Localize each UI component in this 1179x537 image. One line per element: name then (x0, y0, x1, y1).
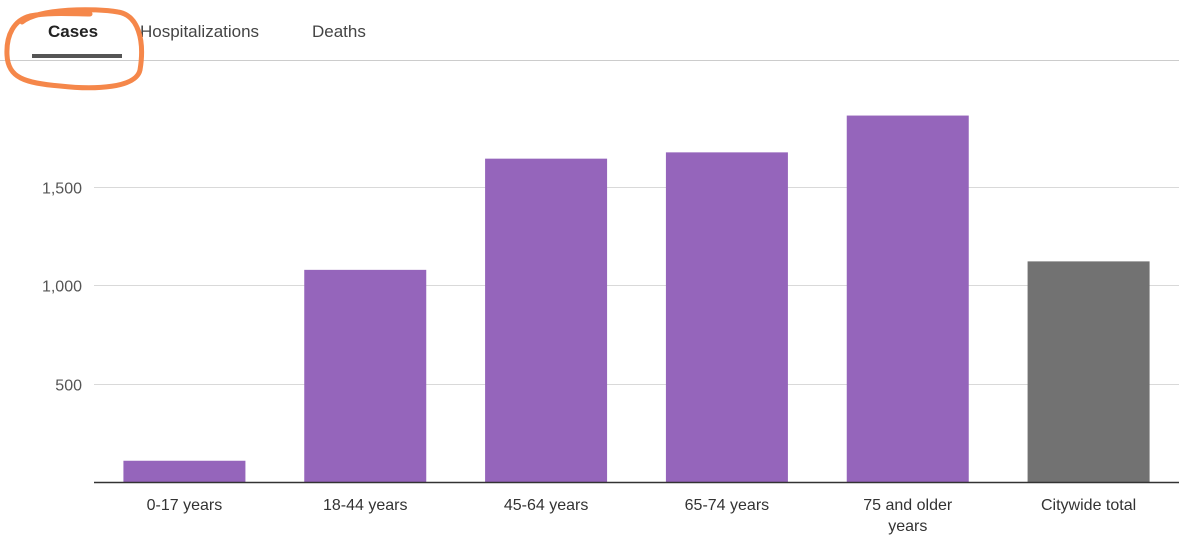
bar (665, 152, 788, 483)
bar (1027, 261, 1150, 482)
x-tick-label: 18-44 years (323, 497, 408, 514)
bar (485, 158, 608, 482)
x-tick-label: 45-64 years (504, 497, 589, 514)
tab-deaths[interactable]: Deaths (312, 22, 366, 41)
y-tick-label: 1,000 (42, 279, 82, 296)
y-tick-label: 500 (55, 378, 82, 395)
x-tick-label: 75 and older years (863, 497, 953, 535)
bar (304, 269, 427, 482)
y-tick-label: 1,500 (42, 181, 82, 198)
tab-hospitalizations[interactable]: Hospitalizations (140, 22, 260, 41)
x-tick-label: 0-17 years (147, 497, 223, 514)
tabs-divider (0, 60, 1179, 61)
x-tick-label: Citywide total (1041, 497, 1136, 514)
bar (123, 460, 246, 482)
bar (846, 115, 969, 482)
x-tick-label: 65-74 years (685, 497, 770, 514)
